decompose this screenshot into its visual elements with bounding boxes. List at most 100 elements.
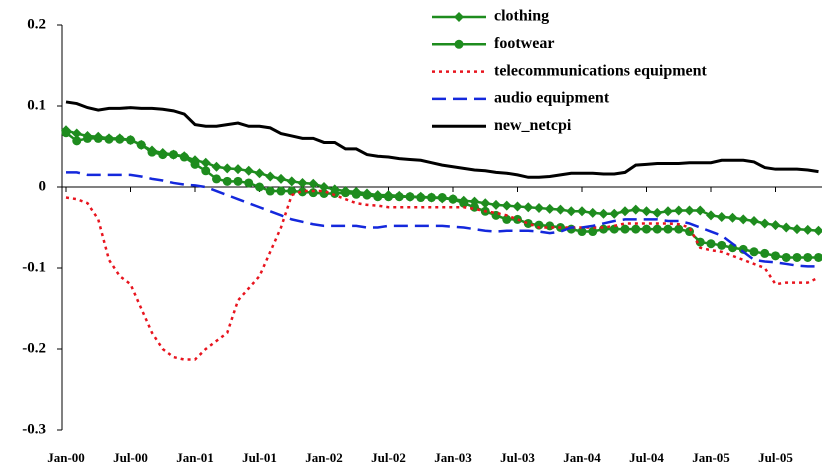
diamond-marker — [566, 206, 577, 217]
legend-label: telecommunications equipment — [494, 62, 708, 79]
circle-marker — [459, 198, 469, 208]
diamond-marker — [286, 176, 297, 187]
circle-marker — [190, 159, 200, 169]
circle-marker — [749, 247, 759, 257]
circle-marker — [276, 186, 286, 196]
circle-marker — [373, 192, 383, 202]
circle-marker — [115, 134, 125, 144]
diamond-marker — [609, 208, 620, 219]
series-line — [65, 189, 820, 361]
circle-marker — [308, 188, 318, 198]
diamond-marker — [620, 206, 630, 217]
diamond-marker — [759, 218, 770, 229]
diamond-marker — [555, 204, 566, 215]
diamond-marker — [254, 168, 265, 179]
circle-marker — [620, 224, 630, 234]
x-tick-label: Jan-00 — [47, 450, 85, 465]
y-tick-label: 0.2 — [27, 16, 46, 32]
x-tick-label: Jul-00 — [113, 450, 148, 465]
circle-marker — [674, 224, 684, 234]
diamond-marker — [501, 200, 512, 211]
circle-marker — [136, 140, 146, 150]
diamond-marker — [308, 178, 319, 189]
circle-marker — [351, 189, 361, 199]
diamond-marker — [738, 214, 749, 225]
circle-marker — [341, 188, 350, 198]
circle-marker — [695, 237, 705, 247]
diamond-marker — [727, 212, 738, 223]
diamond-marker — [319, 182, 329, 192]
legend-label: new_netcpi — [494, 117, 572, 134]
circle-marker — [255, 182, 264, 192]
circle-marker — [513, 214, 522, 224]
diamond-marker — [523, 202, 534, 213]
circle-marker — [416, 193, 426, 203]
diamond-marker — [480, 198, 491, 209]
circle-marker — [760, 248, 770, 258]
circle-marker — [201, 166, 211, 176]
circle-marker — [814, 252, 822, 262]
diamond-marker — [243, 165, 254, 176]
circle-marker — [642, 224, 651, 234]
y-tick-label: 0 — [39, 178, 47, 194]
circle-marker — [179, 152, 189, 162]
circle-marker — [792, 252, 802, 262]
circle-marker — [222, 176, 232, 186]
circle-marker — [545, 221, 555, 231]
diamond-marker — [276, 173, 286, 184]
diamond-marker — [770, 220, 781, 231]
x-tick-label: Jul-05 — [758, 450, 793, 465]
x-tick-label: Jan-03 — [434, 450, 472, 465]
circle-marker — [427, 193, 436, 203]
circle-marker — [523, 218, 533, 228]
circle-marker — [384, 192, 393, 202]
diamond-marker — [454, 12, 464, 22]
diamond-marker — [706, 210, 716, 221]
circle-marker — [83, 133, 92, 143]
y-tick-label: -0.2 — [22, 340, 46, 356]
circle-marker — [454, 39, 464, 49]
legend-label: clothing — [494, 8, 549, 25]
circle-marker — [448, 194, 458, 204]
x-tick-label: Jul-03 — [500, 450, 535, 465]
diamond-marker — [577, 206, 587, 217]
legend-label: audio equipment — [494, 90, 610, 107]
y-tick-label: -0.1 — [22, 259, 46, 275]
diamond-marker — [652, 207, 663, 218]
circle-marker — [652, 224, 662, 234]
diamond-marker — [200, 157, 211, 168]
diamond-marker — [802, 224, 813, 235]
diamond-marker — [587, 207, 598, 218]
circle-marker — [437, 193, 447, 203]
circle-marker — [502, 214, 512, 224]
x-tick-label: Jan-04 — [563, 450, 601, 465]
diamond-marker — [222, 163, 233, 174]
circle-marker — [104, 134, 114, 144]
circle-marker — [781, 252, 791, 262]
series-line — [66, 171, 819, 268]
diamond-marker — [813, 225, 822, 236]
circle-marker — [706, 239, 716, 249]
y-tick-label: 0.1 — [27, 97, 46, 113]
circle-marker — [72, 136, 82, 146]
circle-marker — [534, 220, 544, 230]
circle-marker — [244, 178, 254, 188]
circle-marker — [93, 133, 103, 143]
circle-marker — [61, 128, 71, 138]
diamond-marker — [71, 128, 82, 139]
diamond-marker — [781, 222, 792, 233]
circle-marker — [405, 192, 415, 202]
circle-marker — [771, 251, 780, 261]
circle-marker — [126, 135, 135, 145]
x-tick-label: Jan-01 — [176, 450, 214, 465]
circle-marker — [158, 150, 168, 160]
diamond-marker — [265, 171, 276, 182]
circle-marker — [599, 224, 608, 234]
diamond-marker — [233, 164, 243, 175]
circle-marker — [685, 227, 694, 237]
circle-marker — [298, 187, 307, 197]
diamond-marker — [512, 201, 523, 212]
diamond-marker — [695, 205, 706, 216]
circle-marker — [265, 186, 275, 196]
